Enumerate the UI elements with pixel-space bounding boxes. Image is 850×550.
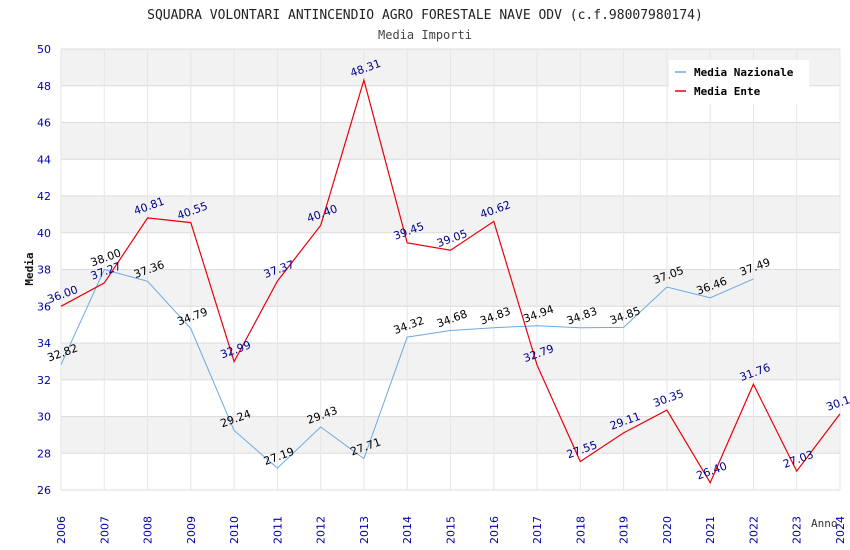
data-label: 34.68 — [435, 307, 469, 330]
data-label: 34.79 — [175, 305, 209, 328]
y-tick-label: 42 — [37, 190, 51, 203]
y-tick-label: 34 — [37, 337, 51, 350]
x-tick-label: 2022 — [747, 516, 760, 544]
x-tick-label: 2006 — [55, 516, 68, 544]
data-label: 30.14 — [825, 391, 850, 414]
legend-box — [669, 60, 809, 104]
y-tick-label: 28 — [37, 447, 51, 460]
data-label: 34.83 — [565, 305, 599, 328]
x-tick-label: 2017 — [531, 516, 544, 544]
legend: Media Nazionale Media Ente — [669, 60, 809, 104]
x-tick-label: 2010 — [228, 516, 241, 544]
x-tick-label: 2008 — [142, 516, 155, 544]
x-tick-label: 2012 — [315, 516, 328, 544]
chart-title: SQUADRA VOLONTARI ANTINCENDIO AGRO FORES… — [147, 8, 703, 23]
y-tick-label: 32 — [37, 374, 51, 387]
legend-label: Media Nazionale — [694, 66, 794, 79]
y-tick-label: 40 — [37, 227, 51, 240]
y-axis-label: Media — [23, 252, 36, 285]
x-tick-label: 2019 — [618, 516, 631, 544]
x-tick-label: 2021 — [704, 516, 717, 544]
x-tick-label: 2015 — [445, 516, 458, 544]
x-tick-label: 2018 — [574, 516, 587, 544]
data-label: 34.32 — [392, 314, 426, 337]
x-tick-label: 2014 — [401, 516, 414, 544]
x-tick-label: 2009 — [185, 516, 198, 544]
y-tick-label: 36 — [37, 300, 51, 313]
x-axis-ticks: 2006 2007 2008 2009 2010 2011 2012 2013 2014 2015… — [55, 516, 847, 544]
x-tick-label: 2024 — [834, 516, 847, 544]
series-lines — [60, 77, 841, 485]
y-axis-ticks: 26 28 30 32 34 36 38 40 42 44 46 48 50 — [37, 43, 51, 497]
x-tick-label: 2023 — [791, 516, 804, 544]
x-tick-label: 2011 — [271, 516, 284, 544]
x-tick-label: 2013 — [358, 516, 371, 544]
data-label: 34.85 — [608, 304, 642, 327]
y-tick-label: 30 — [37, 411, 51, 424]
y-tick-label: 46 — [37, 117, 51, 130]
x-tick-label: 2007 — [98, 516, 111, 544]
y-tick-label: 48 — [37, 80, 51, 93]
y-tick-label: 44 — [37, 153, 51, 166]
series-line-media-ente — [60, 77, 841, 485]
x-tick-label: 2020 — [661, 516, 674, 544]
x-tick-label: 2016 — [488, 516, 501, 544]
grid-lines — [60, 48, 841, 491]
y-tick-label: 26 — [37, 484, 51, 497]
legend-label: Media Ente — [694, 85, 761, 98]
data-label: 30.35 — [651, 387, 685, 410]
x-axis-label: Anno — [811, 517, 838, 530]
data-label: 34.83 — [478, 305, 512, 328]
series-line-media-nazionale — [60, 268, 754, 469]
chart-subtitle: Media Importi — [378, 28, 472, 42]
y-tick-label: 50 — [37, 43, 51, 56]
y-tick-label: 38 — [37, 264, 51, 277]
